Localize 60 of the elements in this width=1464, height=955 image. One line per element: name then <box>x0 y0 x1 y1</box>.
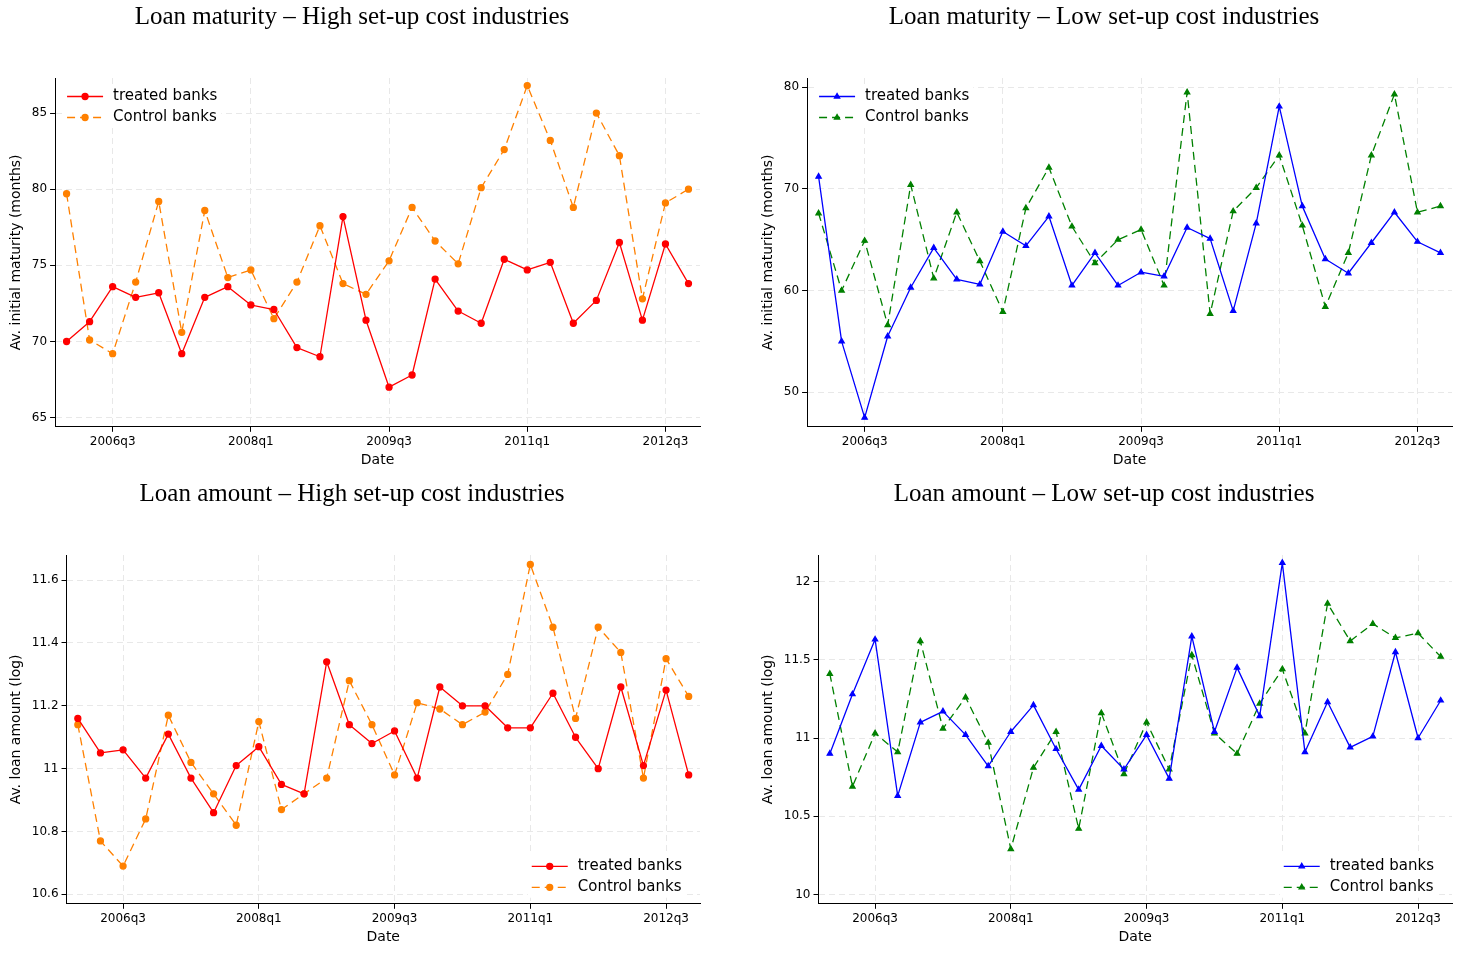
legend-label: Control banks <box>1329 877 1434 896</box>
y-tick-label: 10 <box>795 886 811 901</box>
x-tick-label: 2011q1 <box>504 434 551 449</box>
y-tick-label: 11 <box>43 760 59 775</box>
y-tick-label: 11 <box>795 730 811 745</box>
x-tick-label: 2011q1 <box>1259 911 1306 926</box>
x-tick-label: 2011q1 <box>507 911 554 926</box>
legend-label: treated banks <box>1329 856 1435 875</box>
x-tick-label: 2008q1 <box>979 434 1026 449</box>
chart-title: Loan maturity – Low set-up cost industries <box>888 1 1320 29</box>
y-tick-label: 10.6 <box>31 886 59 901</box>
x-tick-label: 2012q3 <box>643 911 689 926</box>
y-tick-label: 70 <box>31 333 48 348</box>
y-axis-title: Av. loan amount (log) <box>7 654 24 805</box>
y-axis-title: Av. initial maturity (months) <box>7 154 24 351</box>
y-tick-label: 80 <box>31 181 48 196</box>
x-tick-label: 2006q3 <box>100 911 146 926</box>
x-axis-title: Date <box>360 451 395 468</box>
x-tick-label: 2009q3 <box>371 911 418 926</box>
y-axis-title: Av. loan amount (log) <box>759 654 776 805</box>
x-tick-label: 2009q3 <box>366 434 412 449</box>
legend-label: treated banks <box>865 86 970 105</box>
y-tick-label: 12 <box>795 573 811 588</box>
x-axis-title: Date <box>366 928 400 945</box>
x-axis-title: Date <box>1112 451 1147 468</box>
x-tick-label: 2006q3 <box>852 911 898 926</box>
x-tick-label: 2012q3 <box>1394 434 1441 449</box>
y-tick-label: 50 <box>783 384 800 399</box>
legend-label: treated banks <box>113 86 218 105</box>
legend-label: Control banks <box>865 107 969 126</box>
y-tick-label: 75 <box>31 257 48 272</box>
x-tick-label: 2011q1 <box>1256 434 1303 449</box>
y-tick-label: 70 <box>783 180 800 195</box>
x-tick-label: 2009q3 <box>1118 434 1164 449</box>
x-tick-label: 2008q1 <box>987 911 1034 926</box>
chart-title: Loan amount – High set-up cost industries <box>139 478 565 506</box>
y-tick-label: 65 <box>31 409 48 424</box>
legend-label: Control banks <box>113 107 217 126</box>
chart-title: Loan maturity – High set-up cost industries <box>134 1 570 29</box>
y-tick-label: 60 <box>783 282 800 297</box>
x-tick-label: 2008q1 <box>227 434 274 449</box>
y-tick-label: 10.8 <box>31 823 59 838</box>
y-tick-label: 10.5 <box>783 808 811 823</box>
x-tick-label: 2006q3 <box>89 434 136 449</box>
y-tick-label: 11.5 <box>783 651 811 666</box>
y-tick-label: 85 <box>31 105 48 120</box>
x-tick-label: 2006q3 <box>841 434 888 449</box>
legend-label: Control banks <box>577 877 682 896</box>
y-tick-label: 80 <box>783 79 800 94</box>
x-tick-label: 2008q1 <box>235 911 282 926</box>
chart-title: Loan amount – Low set-up cost industries <box>893 478 1315 506</box>
y-tick-label: 11.4 <box>31 635 59 650</box>
x-tick-label: 2012q3 <box>642 434 689 449</box>
y-tick-label: 11.2 <box>31 697 59 712</box>
x-axis-title: Date <box>1118 928 1152 945</box>
y-axis-title: Av. initial maturity (months) <box>759 154 776 351</box>
x-tick-label: 2009q3 <box>1123 911 1170 926</box>
y-tick-label: 11.6 <box>31 572 59 587</box>
legend-label: treated banks <box>577 856 683 875</box>
x-tick-label: 2012q3 <box>1395 911 1441 926</box>
